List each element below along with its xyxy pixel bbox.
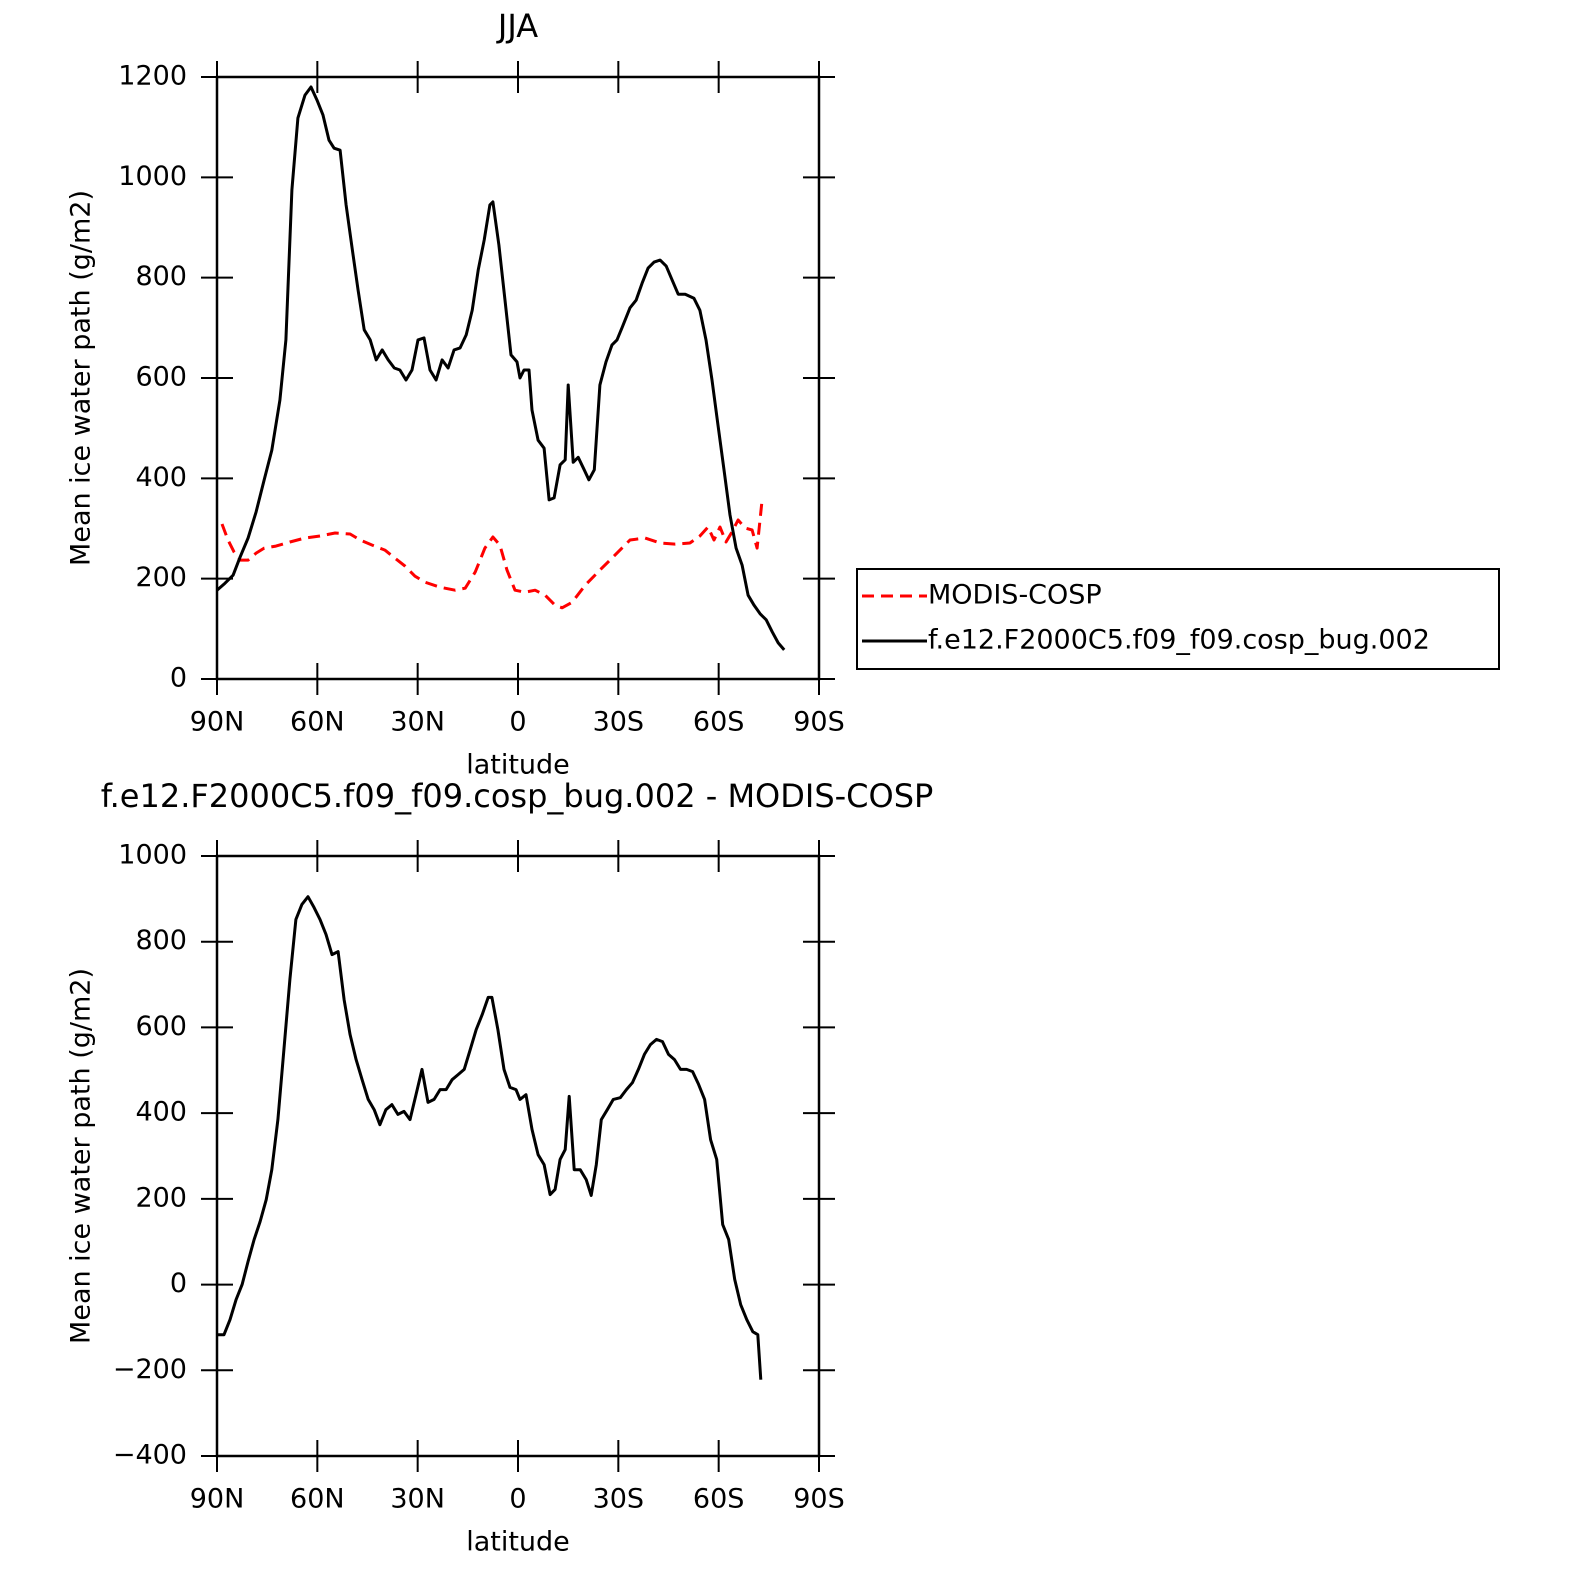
y-tick-label: 1000 <box>118 840 187 871</box>
chart-title: f.e12.F2000C5.f09_f09.cosp_bug.002 - MOD… <box>101 777 934 815</box>
y-tick-label: −400 <box>113 1440 187 1471</box>
y-tick-label: 0 <box>170 1268 187 1299</box>
y-tick-label: 200 <box>135 562 187 593</box>
y-tick-label: 800 <box>135 925 187 956</box>
data-line <box>216 85 786 651</box>
data-line <box>220 499 764 610</box>
x-tick-label: 30N <box>390 707 445 738</box>
y-axis-label: Mean ice water path (g/m2) <box>66 968 97 1344</box>
y-tick-label: 400 <box>135 462 187 493</box>
legend-label: f.e12.F2000C5.f09_f09.cosp_bug.002 <box>928 625 1430 656</box>
x-tick-label: 60S <box>693 707 745 738</box>
x-tick-label: 0 <box>509 1484 526 1515</box>
x-axis-label: latitude <box>466 750 570 781</box>
plot-frame <box>215 75 821 681</box>
y-tick-label: 600 <box>135 362 187 393</box>
x-tick-label: 60N <box>290 1484 345 1515</box>
x-tick-label: 30N <box>390 1484 445 1515</box>
chart-title: JJA <box>496 7 538 45</box>
x-tick-label: 30S <box>593 707 645 738</box>
y-tick-label: 800 <box>135 261 187 292</box>
x-tick-label: 30S <box>593 1484 645 1515</box>
y-tick-label: −200 <box>113 1354 187 1385</box>
legend-box <box>856 568 1500 670</box>
x-tick-label: 90N <box>190 707 245 738</box>
x-tick-label: 0 <box>509 707 526 738</box>
x-tick-label: 60N <box>290 707 345 738</box>
y-tick-label: 1000 <box>118 161 187 192</box>
x-axis-label: latitude <box>466 1527 570 1558</box>
plot-frame <box>215 854 821 1458</box>
x-tick-label: 90N <box>190 1484 245 1515</box>
x-tick-label: 90S <box>793 707 845 738</box>
x-tick-label: 90S <box>793 1484 845 1515</box>
y-tick-label: 600 <box>135 1011 187 1042</box>
y-tick-label: 1200 <box>118 61 187 92</box>
y-tick-label: 0 <box>170 663 187 694</box>
y-tick-label: 200 <box>135 1182 187 1213</box>
legend-label: MODIS-COSP <box>928 580 1102 611</box>
data-line <box>218 895 763 1380</box>
y-axis-label: Mean ice water path (g/m2) <box>66 190 97 566</box>
y-tick-label: 400 <box>135 1097 187 1128</box>
x-tick-label: 60S <box>693 1484 745 1515</box>
